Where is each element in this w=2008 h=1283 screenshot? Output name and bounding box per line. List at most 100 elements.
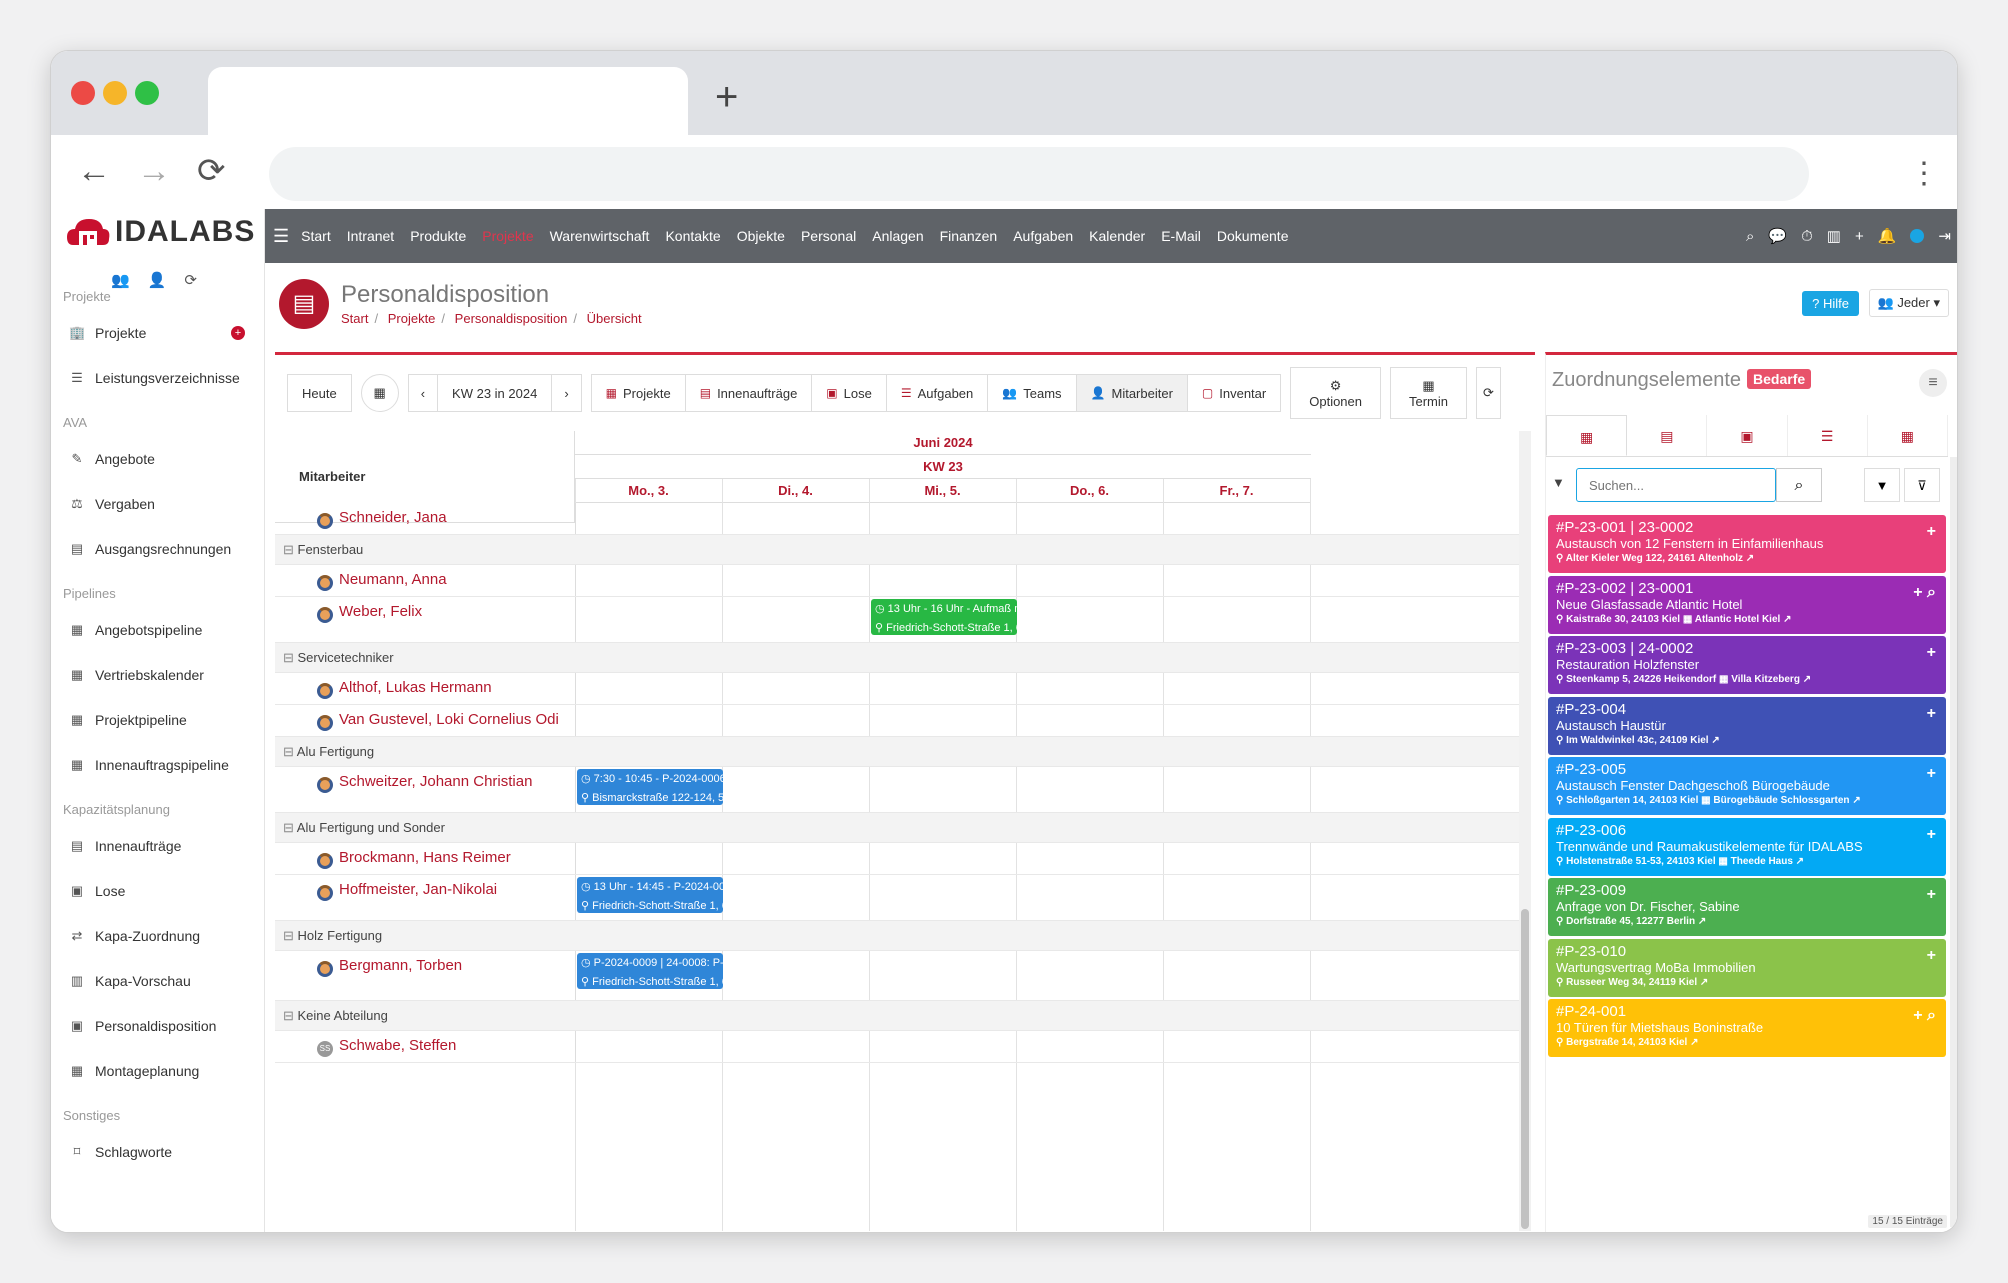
collapse-icon[interactable]: ⊟ — [283, 743, 297, 759]
sidebar-item-innenauftragspipeline[interactable]: ▦ Innenauftragspipeline — [69, 757, 265, 773]
scope-dropdown[interactable]: 👥 Jeder ▾ — [1868, 289, 1949, 317]
project-card[interactable]: #P-23-002 | 23-0001 Neue Glasfassade Atla… — [1548, 575, 1946, 634]
logo[interactable]: IDALABS — [65, 215, 255, 249]
employee-name[interactable]: Weber, Felix — [339, 603, 423, 620]
employee-name[interactable]: Schneider, Jana — [339, 509, 447, 526]
users-icon[interactable]: 👥 — [111, 272, 130, 289]
nav-item-warenwirtschaft[interactable]: Warenwirtschaft — [549, 228, 650, 244]
breadcrumb-uebersicht[interactable]: Übersicht — [586, 311, 642, 326]
panel-menu-button[interactable]: ≡ — [1919, 369, 1947, 397]
assignment-scrollbar[interactable] — [1950, 457, 1957, 1227]
schedule-event[interactable]: ◷ 13 Uhr - 14:45 - P-2024-0009 | 24-⚲ Fr… — [577, 877, 723, 913]
employee-row[interactable]: Neumann, Anna — [275, 565, 1521, 597]
sidebar-item-kapa-zuordnung[interactable]: ⇄ Kapa-Zuordnung — [69, 928, 265, 944]
card-actions[interactable]: + — [1926, 825, 1936, 843]
add-icon[interactable]: + — [1854, 227, 1864, 245]
nav-item-produkte[interactable]: Produkte — [410, 228, 467, 244]
department-group-row[interactable]: ⊟ Fensterbau — [275, 535, 1521, 565]
employee-row[interactable]: Weber, Felix — [275, 597, 1521, 643]
employee-name[interactable]: Schwabe, Steffen — [339, 1037, 457, 1054]
employee-name[interactable]: Brockmann, Hans Reimer — [339, 849, 511, 866]
schedule-scrollbar[interactable] — [1519, 431, 1531, 1231]
bell-icon[interactable]: 🔔 — [1877, 228, 1897, 245]
close-window-button[interactable] — [71, 81, 95, 105]
employee-row[interactable]: Hoffmeister, Jan-Nikolai — [275, 875, 1521, 921]
reload-button[interactable]: ⟳ — [197, 152, 226, 190]
card-actions[interactable]: + — [1926, 523, 1936, 540]
sidebar-item-vertriebskalender[interactable]: ▦ Vertriebskalender — [69, 667, 265, 683]
employee-row[interactable]: Schneider, Jana — [275, 503, 1521, 535]
card-actions[interactable]: + — [1926, 704, 1936, 722]
employee-row[interactable]: Althof, Lukas Hermann — [275, 673, 1521, 705]
external-link-icon[interactable]: ↗ — [1697, 976, 1709, 988]
card-actions[interactable]: + — [1926, 946, 1936, 964]
tab-teams[interactable]: 👥 Teams — [987, 374, 1077, 412]
logout-icon[interactable]: ⇥ — [1938, 228, 1951, 245]
today-button[interactable]: Heute — [287, 374, 352, 412]
nav-item-objekte[interactable]: Objekte — [736, 228, 785, 244]
nav-item-anlagen[interactable]: Anlagen — [872, 228, 924, 244]
card-actions[interactable]: + — [1926, 886, 1936, 903]
logout-icon[interactable]: ⟳ — [184, 272, 197, 289]
sidebar-item-personaldisposition[interactable]: ▣ Personaldisposition — [69, 1018, 265, 1034]
tab-lots[interactable]: ▣ — [1707, 415, 1788, 456]
nav-item-kontakte[interactable]: Kontakte — [665, 228, 721, 244]
browser-tab[interactable] — [208, 67, 688, 135]
collapse-icon[interactable]: ⊟ — [283, 819, 297, 835]
refresh-button[interactable]: ⟳ — [1476, 367, 1501, 419]
project-card[interactable]: #P-23-003 | 24-0002 Restauration Holzfens… — [1548, 636, 1946, 694]
project-card[interactable]: #P-24-001 10 Türen für Mietshaus Boninstr… — [1548, 999, 1946, 1057]
sidebar-item-projekte[interactable]: 🏢 Projekte + — [69, 325, 265, 341]
needs-badge[interactable]: Bedarfe — [1747, 369, 1812, 389]
employee-name[interactable]: Van Gustevel, Loki Cornelius Odi — [339, 711, 559, 728]
collapse-icon[interactable]: ⊟ — [283, 649, 298, 665]
department-group-row[interactable]: ⊟ Keine Abteilung — [275, 1001, 1521, 1031]
external-link-icon[interactable]: ↗ — [1792, 855, 1805, 867]
external-link-icon[interactable]: ↗ — [1849, 795, 1861, 806]
tab-aufgaben[interactable]: ☰ Aufgaben — [885, 374, 989, 412]
maximize-window-button[interactable] — [135, 81, 159, 105]
project-card[interactable]: #P-23-010 Wartungsvertrag MoBa Immobilien… — [1548, 938, 1946, 997]
employee-row[interactable]: Brockmann, Hans Reimer — [275, 843, 1521, 875]
employee-row[interactable]: Van Gustevel, Loki Cornelius Odi — [275, 705, 1521, 737]
collapse-icon[interactable]: ⊟ — [283, 927, 298, 943]
sidebar-item-lose[interactable]: ▣ Lose — [69, 883, 265, 899]
nav-item-personal[interactable]: Personal — [800, 228, 857, 244]
search-button[interactable]: ⌕ — [1776, 468, 1822, 502]
breadcrumb-projekte[interactable]: Projekte — [387, 311, 436, 326]
external-link-icon[interactable]: ↗ — [1708, 734, 1720, 746]
card-actions[interactable]: + — [1926, 644, 1936, 661]
collapse-icon[interactable]: ⊟ — [283, 541, 298, 557]
nav-item-finanzen[interactable]: Finanzen — [939, 228, 998, 244]
project-card[interactable]: #P-23-005 Austausch Fenster Dachgeschoß B… — [1548, 757, 1946, 815]
tab-projekte[interactable]: ▦ Projekte — [590, 374, 686, 412]
status-icon[interactable] — [1910, 229, 1925, 243]
nav-item-projekte[interactable]: Projekte — [482, 228, 534, 244]
card-actions[interactable]: + — [1926, 765, 1936, 782]
help-button[interactable]: ? Hilfe — [1802, 291, 1859, 316]
browser-menu-button[interactable]: ⋮ — [1909, 159, 1939, 189]
employee-row[interactable]: Bergmann, Torben — [275, 951, 1521, 1001]
project-card[interactable]: #P-23-004 Austausch Haustür ⚲ Im Waldwinke… — [1548, 696, 1946, 755]
external-link-icon[interactable]: ↗ — [1695, 916, 1707, 927]
external-link-icon[interactable]: ↗ — [1743, 553, 1755, 564]
schedule-event[interactable]: ◷ P-2024-0009 | 24-0008: P-2024-00⚲ Frie… — [577, 953, 723, 989]
prev-week-button[interactable]: ‹ — [407, 374, 439, 412]
project-card[interactable]: #P-23-009 Anfrage von Dr. Fischer, Sabine… — [1548, 878, 1946, 936]
tab-calendar[interactable]: ▦ — [1868, 415, 1949, 456]
tab-innenauftr-ge[interactable]: ▤ Innenaufträge — [684, 374, 813, 412]
search-input[interactable] — [1576, 468, 1776, 502]
department-group-row[interactable]: ⊟ Servicetechniker — [275, 643, 1521, 673]
employee-name[interactable]: Bergmann, Torben — [339, 957, 463, 974]
back-button[interactable]: ← — [77, 152, 111, 190]
project-card[interactable]: #P-23-001 | 23-0002 Austausch von 12 Fens… — [1548, 515, 1946, 573]
employee-name[interactable]: Neumann, Anna — [339, 571, 447, 588]
tab-inventar[interactable]: ▢ Inventar — [1186, 374, 1282, 412]
datepicker-button[interactable]: ▦ — [360, 374, 399, 412]
nav-item-start[interactable]: Start — [301, 228, 331, 244]
clear-filter-button[interactable]: ⊽ — [1904, 468, 1940, 502]
nav-item-kalender[interactable]: Kalender — [1089, 228, 1146, 244]
tab-mitarbeiter[interactable]: 👤 Mitarbeiter — [1075, 374, 1188, 412]
schedule-event[interactable]: ◷ 7:30 - 10:45 - P-2024-0006 | 24-00⚲ Bi… — [577, 769, 723, 805]
forward-button[interactable]: → — [137, 152, 171, 190]
